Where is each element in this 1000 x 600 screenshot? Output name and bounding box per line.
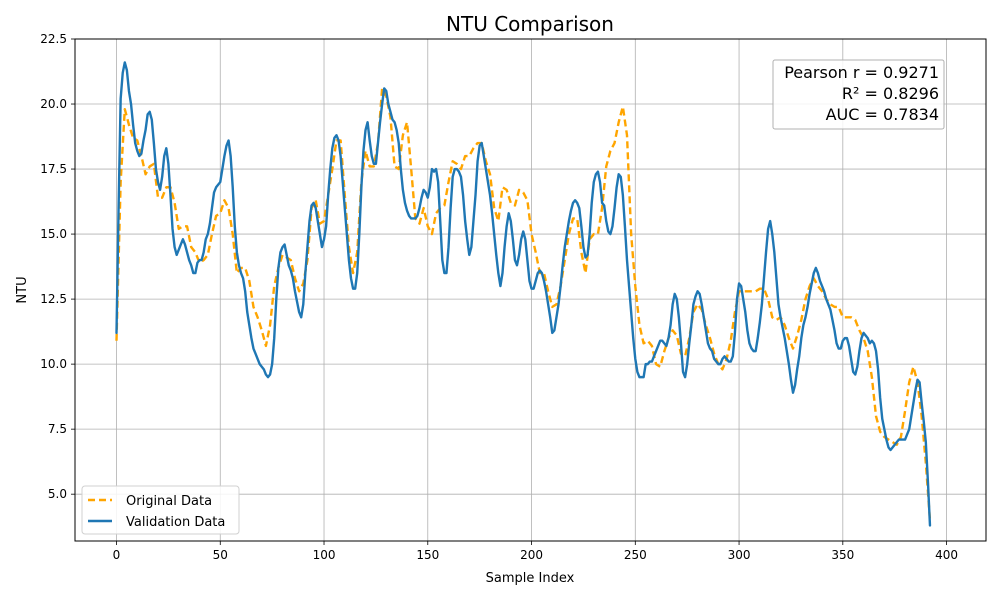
stats-annotation-box: Pearson r = 0.9271 R² = 0.8296 AUC = 0.7…	[772, 59, 945, 130]
y-tick-label: 15.0	[40, 227, 67, 241]
x-tick-label: 350	[831, 548, 854, 562]
x-tick-label: 100	[313, 548, 336, 562]
x-tick-label: 50	[213, 548, 228, 562]
y-axis-label: NTU	[15, 276, 30, 303]
x-tick-label: 250	[624, 548, 647, 562]
y-tick-label: 22.5	[40, 32, 67, 46]
legend: Original Data Validation Data	[81, 485, 240, 535]
x-tick-label: 300	[728, 548, 751, 562]
x-axis-label: Sample Index	[486, 571, 575, 586]
y-tick-label: 20.0	[40, 97, 67, 111]
y-tick-label: 7.5	[48, 422, 67, 436]
annotation-r-squared: R² = 0.8296	[842, 84, 939, 103]
x-tick-label: 200	[520, 548, 543, 562]
series-lines	[115, 61, 932, 527]
series-line-original	[115, 87, 932, 521]
y-tick-label: 10.0	[40, 357, 67, 371]
legend-box	[81, 485, 240, 535]
x-tick-label: 0	[113, 548, 121, 562]
y-ticks: 5.0 7.5 10.0 12.5 15.0 17.5 20.0 22.5	[40, 32, 75, 501]
y-tick-label: 12.5	[40, 292, 67, 306]
series-line-validation	[115, 61, 932, 527]
plot-area-frame	[74, 38, 987, 542]
legend-label-validation: Validation Data	[126, 515, 225, 530]
annotation-pearson: Pearson r = 0.9271	[784, 63, 939, 82]
x-ticks: 0 50 100 150 200 250 300 350 400	[113, 541, 958, 562]
x-tick-label: 150	[416, 548, 439, 562]
y-tick-label: 17.5	[40, 162, 67, 176]
chart-title: NTU Comparison	[446, 12, 614, 36]
x-tick-label: 400	[935, 548, 958, 562]
y-tick-label: 5.0	[48, 487, 67, 501]
annotation-auc: AUC = 0.7834	[826, 105, 939, 124]
legend-label-original: Original Data	[126, 494, 212, 509]
